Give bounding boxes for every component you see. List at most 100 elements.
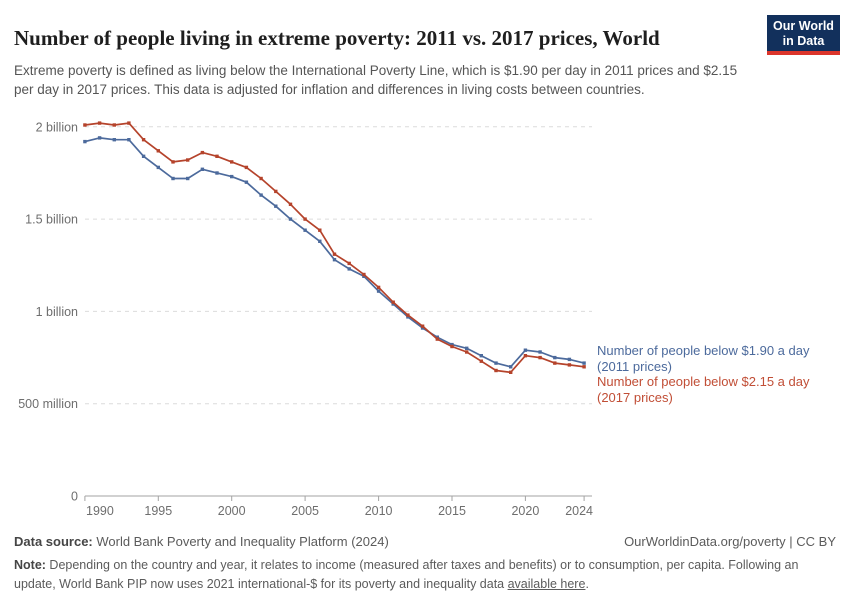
data-point-marker[interactable] (288, 202, 293, 206)
data-point-marker[interactable] (97, 136, 102, 140)
data-point-marker[interactable] (450, 344, 454, 349)
series-line-0[interactable] (84, 137, 585, 368)
data-point-marker[interactable] (112, 138, 116, 142)
note-period: . (585, 577, 589, 591)
y-tick-label: 2 billion (36, 120, 78, 134)
y-tick-label: 1.5 billion (25, 213, 78, 227)
data-point-marker[interactable] (376, 285, 381, 290)
y-tick-label: 0 (71, 490, 78, 504)
data-source: Data source: World Bank Poverty and Ineq… (14, 534, 389, 549)
data-point-marker[interactable] (200, 150, 205, 155)
data-point-marker[interactable] (83, 139, 87, 144)
data-point-marker[interactable] (406, 313, 410, 317)
data-point-marker[interactable] (318, 239, 322, 243)
data-point-marker[interactable] (127, 138, 131, 142)
data-point-marker[interactable] (465, 346, 469, 350)
data-point-marker[interactable] (259, 193, 263, 197)
data-point-marker[interactable] (156, 149, 160, 153)
data-point-marker[interactable] (97, 121, 102, 125)
data-point-marker[interactable] (127, 121, 131, 125)
data-point-marker[interactable] (479, 354, 483, 358)
data-point-marker[interactable] (200, 167, 205, 171)
series-label-2-15-text: Number of people below $2.15 a day (597, 374, 810, 389)
y-tick-label: 1 billion (36, 305, 78, 319)
data-point-marker[interactable] (420, 326, 425, 330)
data-point-marker[interactable] (567, 363, 572, 367)
data-point-marker[interactable] (259, 176, 263, 181)
data-point-marker[interactable] (567, 357, 572, 362)
data-point-marker[interactable] (494, 368, 498, 373)
data-point-marker[interactable] (347, 261, 351, 266)
data-point-marker[interactable] (509, 365, 513, 369)
data-point-marker[interactable] (435, 337, 439, 341)
series-label-1-90[interactable]: Number of people below $1.90 a day (2011… (597, 343, 847, 374)
data-point-marker[interactable] (171, 176, 175, 181)
series-label-2-15[interactable]: Number of people below $2.15 a day (2017… (597, 374, 847, 405)
data-point-marker[interactable] (553, 361, 557, 365)
data-point-marker[interactable] (376, 289, 381, 293)
data-point-marker[interactable] (420, 324, 425, 328)
data-point-marker[interactable] (509, 370, 513, 374)
data-point-marker[interactable] (171, 160, 175, 164)
owid-logo-line1: Our World (773, 19, 834, 33)
data-point-marker[interactable] (465, 350, 469, 354)
data-point-marker[interactable] (362, 274, 366, 278)
data-point-marker[interactable] (479, 359, 483, 363)
owid-url-link[interactable]: OurWorldinData.org/poverty | CC BY (624, 534, 836, 549)
data-point-marker[interactable] (244, 165, 249, 170)
y-tick-label: 500 million (18, 397, 78, 411)
data-point-marker[interactable] (332, 252, 337, 256)
data-point-marker[interactable] (332, 258, 337, 262)
data-point-marker[interactable] (538, 355, 542, 360)
available-here-link[interactable]: available here (507, 577, 586, 591)
data-point-marker[interactable] (435, 335, 439, 339)
data-point-marker[interactable] (186, 158, 190, 162)
series-label-1-90-text: Number of people below $1.90 a day (597, 343, 810, 358)
data-point-marker[interactable] (112, 123, 116, 127)
data-point-marker[interactable] (582, 361, 586, 365)
data-point-marker[interactable] (156, 165, 160, 170)
data-point-marker[interactable] (553, 355, 557, 360)
footer-note: Note: Depending on the country and year,… (14, 556, 838, 594)
data-point-marker[interactable] (186, 176, 190, 181)
owid-logo[interactable]: Our World in Data (767, 15, 840, 55)
data-point-marker[interactable] (391, 300, 395, 304)
data-point-marker[interactable] (244, 180, 249, 184)
series-label-1-90-sub: (2011 prices) (597, 358, 672, 374)
series-label-2-15-sub: (2017 prices) (597, 389, 673, 405)
data-point-marker[interactable] (538, 350, 542, 354)
data-point-marker[interactable] (406, 315, 410, 319)
series-line-1[interactable] (84, 122, 585, 374)
data-point-marker[interactable] (494, 361, 498, 365)
data-point-marker[interactable] (274, 204, 278, 208)
data-point-marker[interactable] (318, 228, 322, 232)
note-text: Depending on the country and year, it re… (14, 558, 799, 591)
data-point-marker[interactable] (303, 228, 307, 232)
data-point-marker[interactable] (523, 354, 528, 358)
x-tick-label: 2015 (438, 504, 466, 518)
x-tick-label: 1990 (86, 504, 114, 518)
data-source-label: Data source: (14, 534, 93, 549)
data-point-marker[interactable] (303, 217, 307, 221)
data-point-marker[interactable] (141, 138, 146, 142)
data-source-value: World Bank Poverty and Inequality Platfo… (92, 534, 389, 549)
data-point-marker[interactable] (347, 267, 351, 271)
data-point-marker[interactable] (230, 174, 234, 179)
data-point-marker[interactable] (391, 302, 395, 306)
data-point-marker[interactable] (288, 217, 293, 221)
note-label: Note: (14, 558, 46, 572)
x-tick-label: 2010 (365, 504, 393, 518)
data-point-marker[interactable] (450, 342, 454, 347)
data-point-marker[interactable] (215, 154, 219, 158)
data-point-marker[interactable] (141, 154, 146, 158)
x-tick-label: 2024 (565, 504, 593, 518)
data-point-marker[interactable] (582, 365, 586, 369)
data-point-marker[interactable] (523, 348, 528, 352)
x-tick-label: 2000 (218, 504, 246, 518)
data-point-marker[interactable] (83, 123, 87, 127)
data-point-marker[interactable] (230, 160, 234, 164)
data-point-marker[interactable] (274, 189, 278, 194)
data-point-marker[interactable] (215, 171, 219, 175)
data-point-marker[interactable] (362, 272, 366, 277)
